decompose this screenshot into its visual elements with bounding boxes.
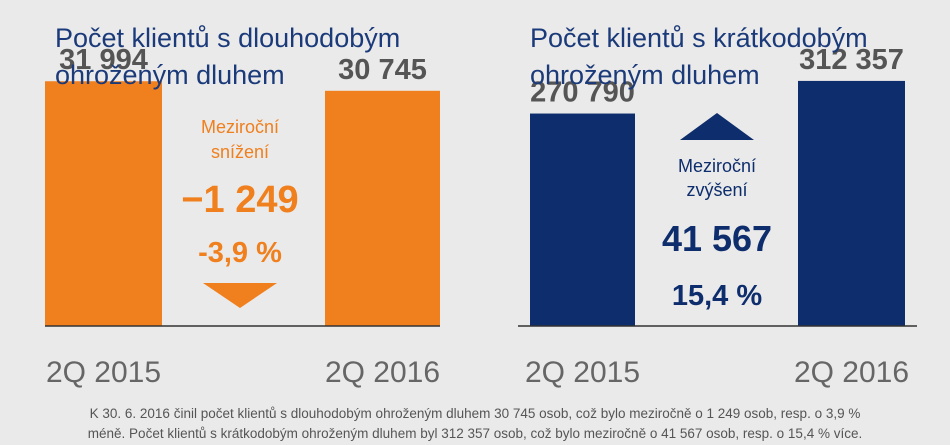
right-x-tick-label-2: 2Q 2016 <box>794 356 909 389</box>
footer-line-2: méně. Počet klientů s krátkodobým ohrože… <box>87 426 863 441</box>
right-chart-title-line-1: Počet klientů s krátkodobým <box>530 23 868 53</box>
triangle-down-icon <box>203 283 277 308</box>
right-chart-title: Počet klientů s krátkodobým ohroženým dl… <box>530 20 930 94</box>
left-change-absolute: −1 249 <box>181 179 298 221</box>
right-x-tick-label-1: 2Q 2015 <box>525 356 640 389</box>
right-bar-2 <box>798 80 905 326</box>
left-chart-panel: 31 994 2Q 2015 30 745 2Q 2016 Meziroční sníže… <box>0 0 475 400</box>
right-change-absolute: 41 567 <box>662 218 772 259</box>
left-change-label-line-1: Meziroční <box>201 117 279 137</box>
left-chart-title-line-2: ohroženým dluhem <box>55 60 285 90</box>
footer-line-1: K 30. 6. 2016 činil počet klientů s dlou… <box>89 406 861 421</box>
right-change-label-line-2: zvýšení <box>686 180 747 200</box>
right-change-percent: 15,4 % <box>672 280 762 312</box>
left-change-percent: -3,9 % <box>198 237 282 269</box>
left-bar-2-value-label: 30 745 <box>338 54 427 86</box>
right-chart-plot: 270 790 2Q 2015 312 357 2Q 2016 Meziroční zvý… <box>518 44 917 389</box>
left-change-label-line-2: snížení <box>211 142 269 162</box>
left-bar-1-value-label: 31 994 <box>59 44 148 76</box>
right-bar-1 <box>530 113 635 326</box>
left-chart-title-line-1: Počet klientů s dlouhodobým <box>55 23 401 53</box>
triangle-up-icon <box>680 113 754 140</box>
right-chart-panel: 270 790 2Q 2015 312 357 2Q 2016 Meziroční zvý… <box>475 0 950 400</box>
left-bar-2 <box>325 90 440 326</box>
right-change-label-line-1: Meziroční <box>678 156 756 176</box>
left-bar-1 <box>45 81 162 326</box>
left-chart-title: Počet klientů s dlouhodobým ohroženým dl… <box>55 20 455 94</box>
right-bar-1-value-label: 270 790 <box>530 77 635 109</box>
left-chart-plot: 31 994 2Q 2015 30 745 2Q 2016 Meziroční sníže… <box>45 44 440 389</box>
footer-note: K 30. 6. 2016 činil počet klientů s dlou… <box>0 404 950 444</box>
left-x-tick-label-2: 2Q 2016 <box>325 356 440 389</box>
right-bar-2-value-label: 312 357 <box>799 44 904 76</box>
right-chart-title-line-2: ohroženým dluhem <box>530 60 760 90</box>
left-x-tick-label-1: 2Q 2015 <box>46 356 161 389</box>
